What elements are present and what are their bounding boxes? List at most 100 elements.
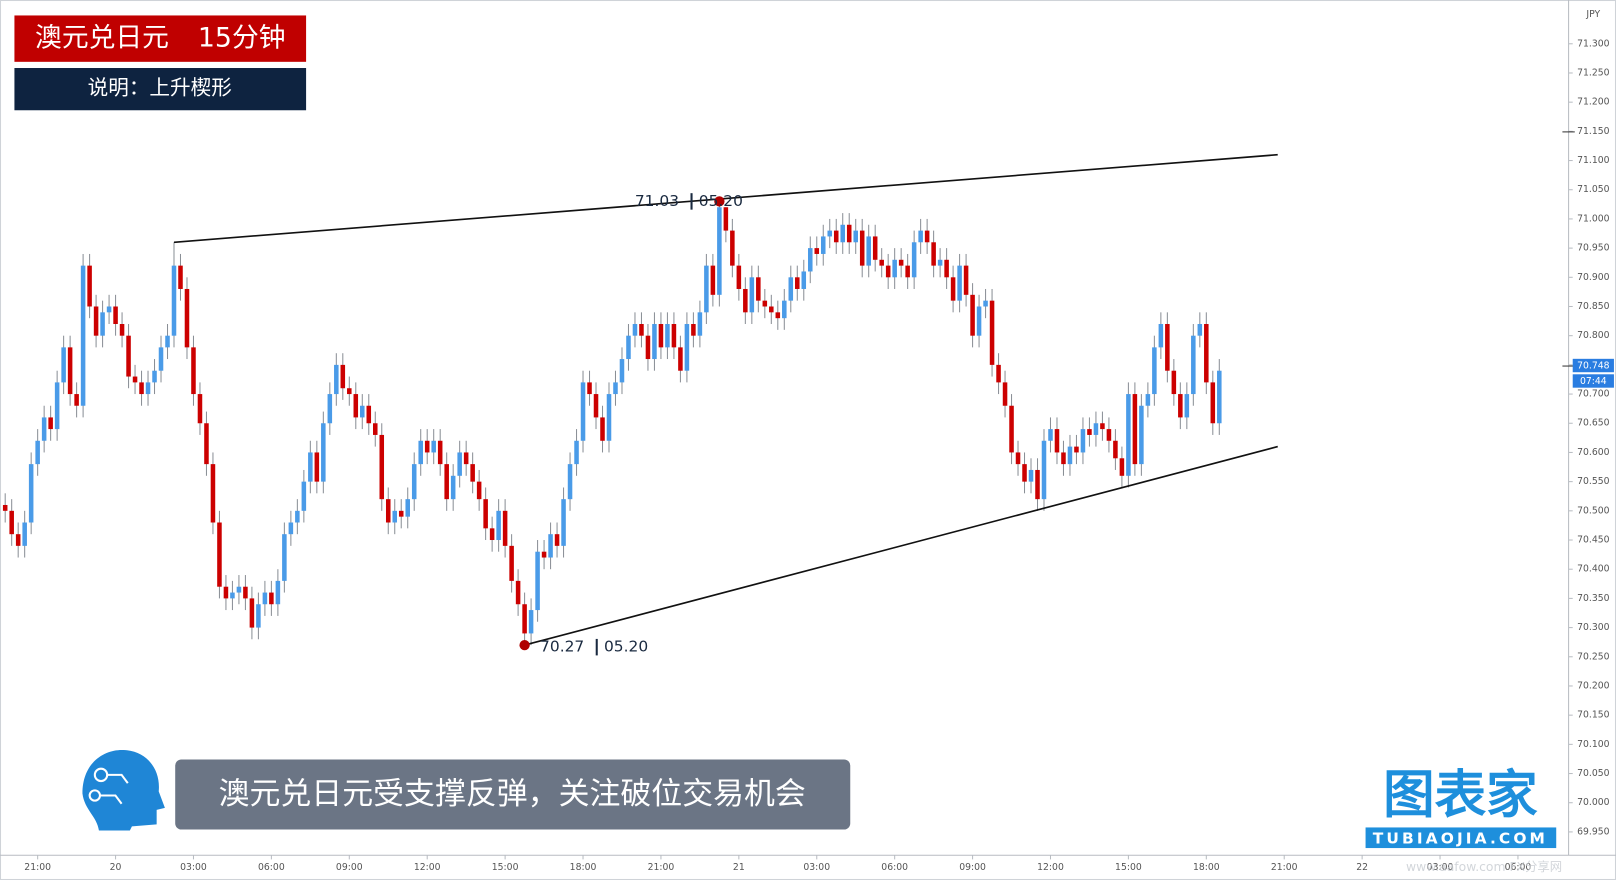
candle-body xyxy=(1009,405,1014,453)
y-tick-label: 70.450 xyxy=(1577,535,1610,546)
candle-body xyxy=(210,464,216,523)
candle-body xyxy=(126,335,131,377)
y-tick-label: 70.900 xyxy=(1577,272,1610,283)
candle-body xyxy=(515,580,521,605)
candle-body xyxy=(561,499,566,546)
candle-body xyxy=(1191,335,1196,395)
candle-body xyxy=(61,347,66,383)
candle-body xyxy=(788,277,794,301)
candle-body xyxy=(411,464,417,500)
candle-body xyxy=(983,300,988,307)
candle-body xyxy=(171,265,177,336)
plot-area: 69.950 70.000 70.050 70.100 70.150 70.200 70.2… xyxy=(2,38,1610,873)
y-tick-label: 70.800 xyxy=(1577,330,1610,341)
annotation-date: 05.20 xyxy=(699,192,743,210)
candle-body xyxy=(22,522,27,546)
x-tick-label: 03:00 xyxy=(803,862,830,873)
brand: 图表家 xyxy=(1383,766,1538,826)
y-tick-label: 70.050 xyxy=(1577,768,1610,779)
candle-body xyxy=(535,551,540,611)
candle-body xyxy=(450,475,456,500)
candle-body xyxy=(509,545,514,581)
candle-body xyxy=(1080,429,1086,453)
x-tick-label: 06:00 xyxy=(258,862,285,873)
x-tick-label: 12:00 xyxy=(1037,862,1064,873)
x-tick-label: 18:00 xyxy=(570,862,597,873)
candle-body xyxy=(1217,370,1222,424)
candle-body xyxy=(950,277,956,301)
candle-body xyxy=(1035,469,1040,500)
y-tick-label: 71.200 xyxy=(1577,97,1610,108)
candle-body xyxy=(775,312,781,319)
x-tick-label: 12:00 xyxy=(414,862,441,873)
candle-body xyxy=(989,300,995,365)
candle-body xyxy=(879,259,884,266)
title-box xyxy=(14,15,307,62)
candle-body xyxy=(301,481,307,511)
candle-body xyxy=(145,382,151,395)
y-tick-label: 71.050 xyxy=(1577,184,1610,195)
candle-body xyxy=(885,265,891,278)
candle-body xyxy=(1093,423,1099,435)
candle-body xyxy=(35,440,40,465)
x-tick-label: 21 xyxy=(733,862,745,873)
candle-body xyxy=(204,423,209,465)
x-tick-label: 15:00 xyxy=(492,862,519,873)
candle-body xyxy=(554,534,560,546)
candle-body xyxy=(1106,429,1112,441)
candle-body xyxy=(600,417,605,441)
candle-body xyxy=(158,347,164,371)
candle-body xyxy=(691,324,696,336)
candle-body xyxy=(807,248,813,272)
candle-body xyxy=(1074,446,1079,453)
candle-body xyxy=(918,230,923,243)
candle-body xyxy=(1048,429,1053,441)
candle-body xyxy=(67,347,73,395)
current-price: 70.748 xyxy=(1577,361,1610,372)
candle-body xyxy=(191,347,196,395)
x-tick-label: 03:00 xyxy=(180,862,207,873)
annotation-price: 70.27 xyxy=(540,638,584,656)
candle-body xyxy=(743,288,748,313)
candle-body xyxy=(262,592,268,605)
candle-body xyxy=(418,440,423,465)
candle-body xyxy=(113,306,118,325)
candle-body xyxy=(827,230,833,237)
candle-body xyxy=(28,464,34,523)
candle-body xyxy=(626,335,631,360)
candle-body xyxy=(249,598,255,628)
candle-body xyxy=(379,434,385,500)
candle-body xyxy=(717,207,722,295)
y-tick-label: 70.850 xyxy=(1577,301,1610,312)
candle-body xyxy=(321,423,326,482)
caption-box xyxy=(175,759,851,830)
candle-body xyxy=(1152,347,1157,395)
candle-body xyxy=(463,452,469,465)
candle-body xyxy=(93,306,99,336)
candle-body xyxy=(314,452,320,482)
y-tick-label: 71.000 xyxy=(1577,213,1610,224)
candle-body xyxy=(360,405,365,418)
countdown-box xyxy=(1572,374,1614,388)
candle-body xyxy=(431,440,436,453)
candle-body xyxy=(392,510,398,523)
candle-body xyxy=(574,440,579,465)
candle-body xyxy=(814,248,820,254)
candle-body xyxy=(496,510,501,541)
candle-body xyxy=(522,604,527,634)
candle-body xyxy=(1184,394,1190,418)
candle-body xyxy=(217,522,222,587)
candle-body xyxy=(80,265,86,406)
candle-body xyxy=(1002,382,1008,406)
candle-body xyxy=(152,370,157,383)
candle-body xyxy=(1210,382,1216,424)
candle-body xyxy=(931,242,936,266)
candle-body xyxy=(269,592,274,605)
y-tick-label: 71.100 xyxy=(1577,155,1610,166)
x-tick-label: 21:00 xyxy=(24,862,51,873)
candle-body xyxy=(1171,370,1177,395)
candle-body xyxy=(853,230,858,243)
